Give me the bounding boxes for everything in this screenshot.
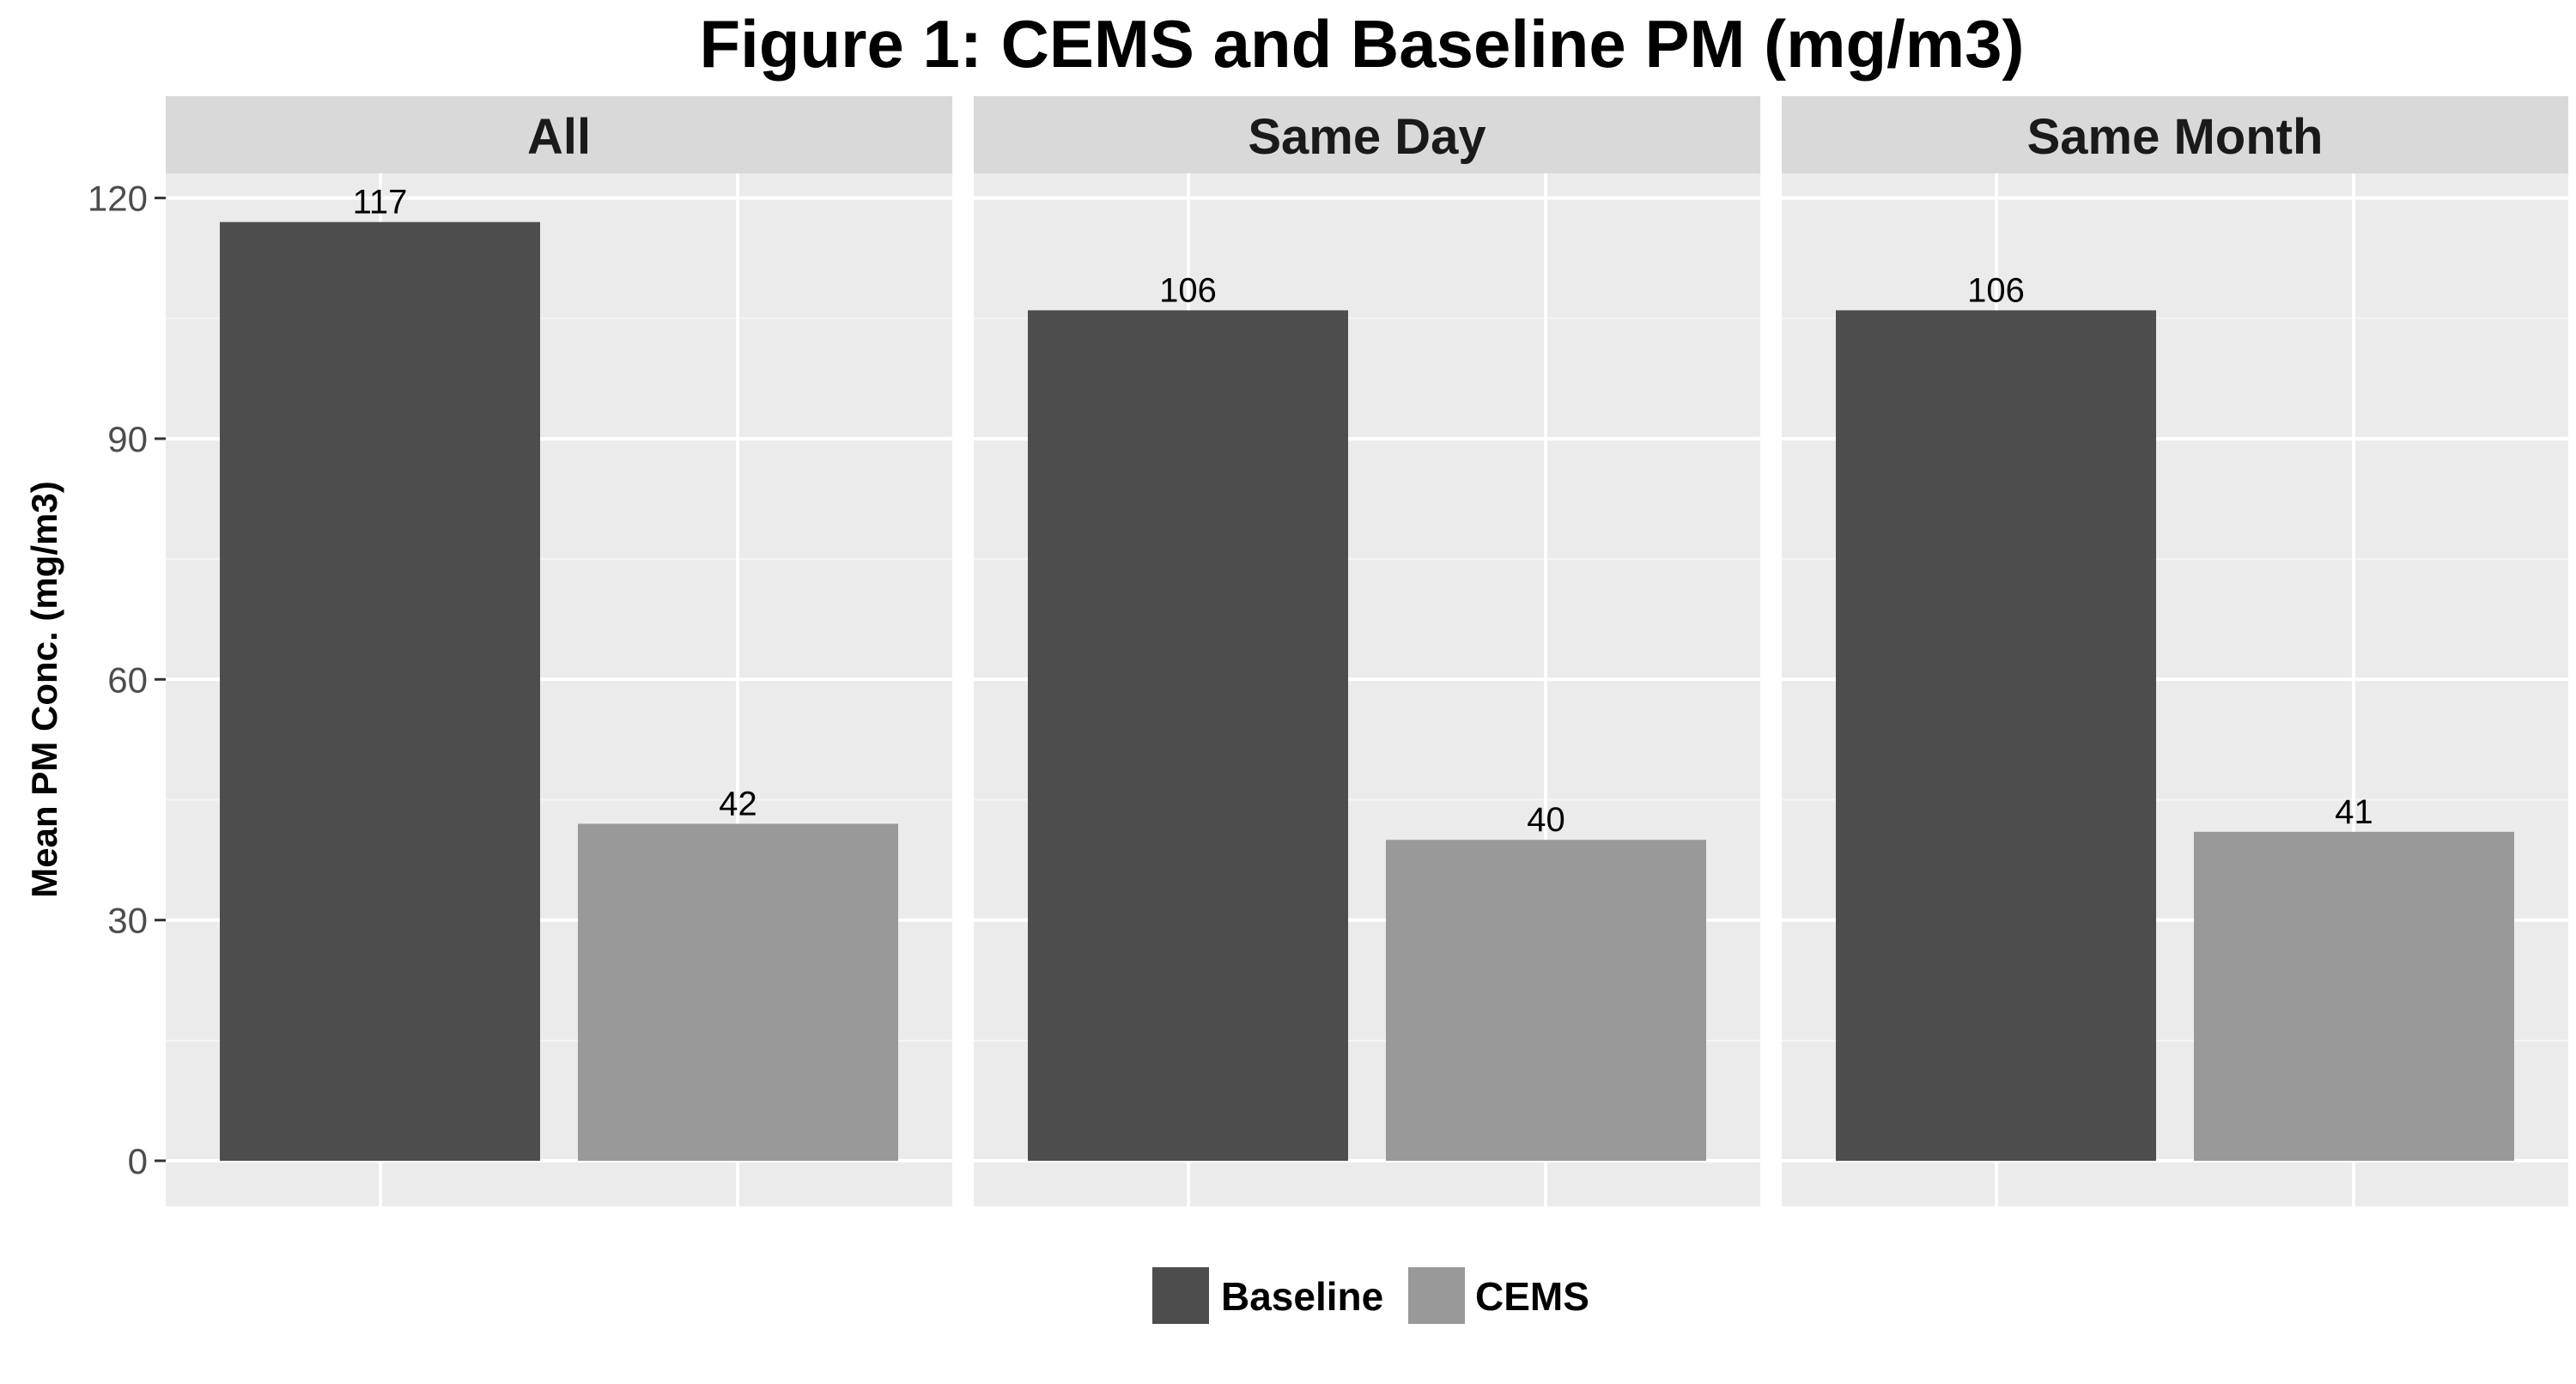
legend-item-baseline: Baseline bbox=[1152, 1267, 1383, 1324]
y-axis-label: Mean PM Conc. (mg/m3) bbox=[24, 481, 64, 897]
data-label: 106 bbox=[1967, 271, 2025, 309]
bar-baseline bbox=[1836, 310, 2156, 1161]
bar-baseline bbox=[220, 222, 540, 1161]
facet-strip bbox=[974, 96, 1760, 173]
facet-strip-label: Same Month bbox=[2027, 109, 2324, 165]
y-tick-label: 0 bbox=[128, 1141, 148, 1181]
chart-title: Figure 1: CEMS and Baseline PM (mg/m3) bbox=[700, 6, 2025, 82]
y-tick-label: 120 bbox=[88, 179, 148, 219]
facet-strip bbox=[166, 96, 952, 173]
facet-panels: All 117 42 Same Day 106 40 Same Month 106 41 bbox=[166, 96, 2568, 1206]
y-axis-ticks: 0 30 60 90 120 bbox=[88, 179, 166, 1181]
bar-cems bbox=[578, 823, 898, 1161]
data-label: 117 bbox=[353, 184, 408, 222]
facet-same-month: Same Month 106 41 bbox=[1782, 96, 2568, 1206]
facet-strip bbox=[1782, 96, 2568, 173]
legend-label: CEMS bbox=[1475, 1274, 1589, 1319]
data-label: 106 bbox=[1159, 271, 1217, 309]
facet-strip-label: Same Day bbox=[1248, 109, 1485, 165]
y-tick-label: 90 bbox=[107, 419, 148, 459]
bar-cems bbox=[1386, 840, 1706, 1161]
facet-strip-label: All bbox=[527, 109, 591, 165]
facet-all: All 117 42 bbox=[166, 96, 952, 1206]
legend-swatch bbox=[1408, 1267, 1465, 1324]
legend-swatch bbox=[1152, 1267, 1209, 1324]
data-label: 42 bbox=[719, 786, 757, 823]
data-label: 40 bbox=[1527, 801, 1565, 839]
facet-same-day: Same Day 106 40 bbox=[974, 96, 1760, 1206]
legend-item-cems: CEMS bbox=[1408, 1267, 1589, 1324]
legend-label: Baseline bbox=[1221, 1274, 1383, 1319]
bar-cems bbox=[2194, 831, 2514, 1161]
y-tick-label: 30 bbox=[107, 901, 148, 941]
data-label: 41 bbox=[2335, 793, 2373, 831]
y-tick-label: 60 bbox=[107, 659, 148, 700]
bar-baseline bbox=[1028, 310, 1348, 1161]
legend: Baseline CEMS bbox=[1152, 1267, 1589, 1324]
